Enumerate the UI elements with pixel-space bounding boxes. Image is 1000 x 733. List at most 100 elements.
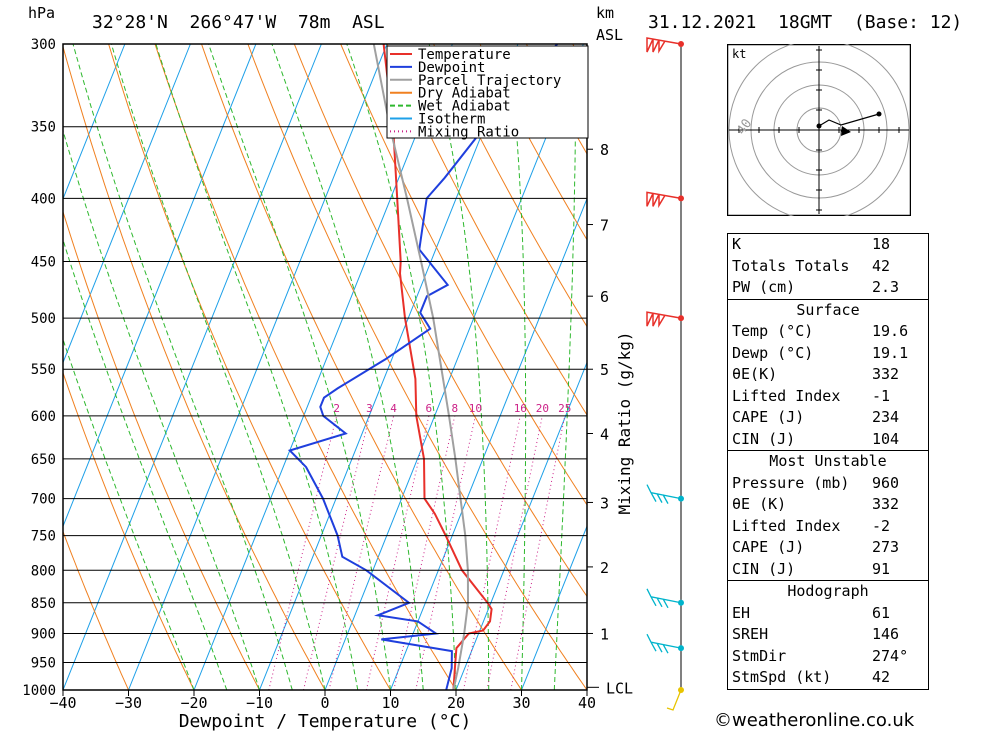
hodo-rows-row: EH 61 [728, 603, 928, 625]
x-tick-label: 30 [512, 694, 530, 712]
x-tick-label: 20 [447, 694, 465, 712]
hodograph: kt4080120 [727, 44, 911, 216]
isotherm-line [63, 44, 191, 364]
index-value: -2 [872, 516, 891, 535]
hodo-rows-row: SREH 146 [728, 624, 928, 646]
wet-adiabat [63, 337, 195, 690]
mixing-ratio-axis-label: Mixing Ratio (g/kg) [615, 331, 634, 514]
index-value: 234 [872, 408, 900, 426]
mixing-ratio-label: 2 [333, 402, 340, 415]
pressure-tick-label: 950 [31, 655, 56, 671]
legend-entry: Parcel Trajectory [418, 73, 561, 89]
surface-row: Dewp (°C) 19.1 [728, 343, 928, 365]
wet-adiabat [271, 44, 424, 690]
isotherm-line [63, 44, 322, 690]
surface-row: CIN (J) 104 [728, 429, 928, 451]
index-label: Temp (°C) [732, 322, 814, 340]
isotherm-line [63, 44, 126, 201]
pressure-tick-label: 450 [31, 255, 56, 271]
location-label: 32°28'N 266°47'W 78m ASL [92, 12, 385, 33]
index-label: StmSpd (kt) [732, 668, 832, 686]
x-tick-label: −20 [180, 694, 207, 712]
km-tick-label: 5 [600, 361, 609, 379]
index-label: K [732, 235, 742, 253]
pressure-unit: hPa [28, 4, 56, 22]
index-value: -1 [872, 386, 891, 405]
storm-motion-arrow [841, 126, 851, 136]
surface-row: CAPE (J) 234 [728, 407, 928, 429]
index-value: 104 [872, 429, 900, 448]
index-label: Pressure (mb) [732, 473, 850, 492]
legend-entry: Isotherm [418, 112, 485, 128]
index-label: StmDir [732, 646, 787, 665]
x-tick-label: 40 [578, 694, 596, 712]
dry-adiabat [63, 371, 195, 690]
index-value: 42 [872, 256, 891, 275]
indices-table: K 18 Totals Totals 42 PW (cm) 2.3 Surface Tem… [727, 233, 929, 690]
isotherm-line [521, 524, 587, 690]
km-tick-label: 6 [600, 288, 609, 306]
index-label: CAPE (J) [732, 538, 805, 556]
dry-adiabat [991, 44, 1000, 690]
pressure-tick-label: 350 [31, 120, 56, 136]
legend-box [386, 45, 589, 139]
hodo-title: Hodograph [728, 580, 928, 603]
index-label: Lifted Index [732, 516, 841, 535]
dry-adiabat [944, 44, 1000, 690]
index-value: 274° [872, 646, 909, 665]
mu-row: θE (K) 332 [728, 494, 928, 516]
mixing-ratio-label: 6 [426, 402, 433, 415]
mu-row: CAPE (J) 273 [728, 537, 928, 559]
wind-barbs [646, 633, 682, 654]
index-value: 19.6 [872, 322, 909, 340]
legend-entry: Dewpoint [418, 60, 485, 76]
wind-flags [646, 37, 682, 54]
rows1-row: K 18 [728, 234, 928, 256]
wind-barb [646, 633, 684, 654]
index-value: 42 [872, 668, 891, 686]
km-tick-label: 3 [600, 494, 609, 512]
index-label: Totals Totals [732, 256, 850, 275]
x-tick-label: 10 [381, 694, 399, 712]
wind-barb [646, 37, 684, 54]
mixing-ratio-line [303, 415, 370, 690]
wet-adiabat [553, 44, 577, 690]
wet-adiabat [155, 44, 359, 690]
mixing-ratio-line [268, 415, 338, 690]
dry-adiabat [386, 44, 587, 416]
dry-adiabat [479, 44, 587, 241]
index-value: 91 [872, 559, 891, 578]
index-value: 2.3 [872, 278, 900, 296]
wet-adiabat [63, 129, 260, 690]
index-label: CAPE (J) [732, 408, 805, 426]
mixing-ratio-label: 8 [451, 402, 458, 415]
hodograph-unit: kt [732, 47, 746, 61]
height-unit-asl: ASL [596, 26, 624, 44]
x-tick-label: −30 [115, 694, 142, 712]
wind-barb [666, 687, 684, 711]
wind-barb [646, 191, 684, 209]
mixing-ratio-line [328, 415, 395, 690]
isotherm-line [193, 44, 453, 690]
hodo-rows-row: StmSpd (kt) 42 [728, 667, 928, 689]
wind-flags [646, 311, 682, 328]
height-unit: km [596, 4, 615, 22]
mixing-ratio-label: 16 [514, 402, 527, 415]
index-label: θE(K) [732, 365, 778, 383]
km-tick-label: 7 [600, 217, 609, 235]
index-label: CIN (J) [732, 429, 796, 448]
pressure-tick-label: 300 [31, 37, 56, 53]
index-value: 61 [872, 603, 891, 622]
wind-barb [646, 588, 684, 609]
mu-row: Lifted Index -2 [728, 516, 928, 538]
dry-adiabat [433, 44, 587, 328]
rows1-row: PW (cm) 2.3 [728, 277, 928, 299]
km-tick-label: 8 [600, 141, 609, 159]
series-temperature [382, 44, 493, 690]
x-axis-label: Dewpoint / Temperature (°C) [179, 711, 472, 732]
pressure-tick-label: 400 [31, 191, 56, 207]
hodograph-ring-label: 40 [734, 116, 755, 137]
x-tick-label: 0 [320, 694, 329, 712]
hodo-rows-row: StmDir 274° [728, 646, 928, 668]
